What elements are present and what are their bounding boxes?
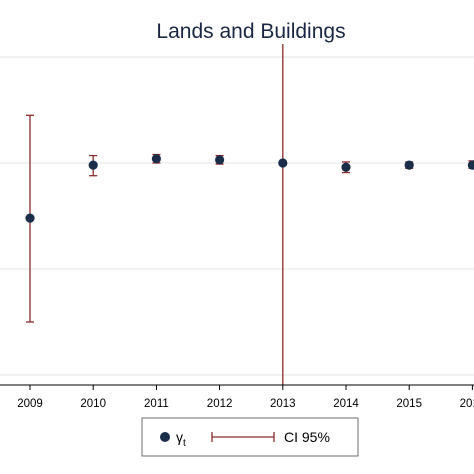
legend-marker: [160, 432, 170, 442]
x-tick-label-2013: 2013: [270, 398, 296, 410]
error-bars: [26, 114, 474, 323]
x-tick-label-2012: 2012: [207, 398, 233, 410]
x-tick-label-2010: 2010: [80, 398, 106, 410]
data-points: [25, 154, 474, 223]
grid: [0, 56, 474, 376]
x-ticks: 2009 2010 2011 2012 2013 2014 2015 2016: [17, 385, 474, 410]
legend-ci-symbol: [211, 432, 275, 442]
data-point-2010: [88, 160, 98, 170]
legend-ci-label: CI 95%: [284, 429, 330, 445]
data-point-2016: [467, 160, 474, 170]
legend-series-symbol: γ: [176, 429, 183, 445]
x-tick-label-2016: 2016: [460, 398, 474, 410]
data-point-2012: [215, 155, 225, 165]
data-point-2015: [404, 160, 414, 170]
x-tick-label-2009: 2009: [17, 398, 43, 410]
data-point-2013: [278, 158, 288, 168]
data-point-2014: [341, 162, 351, 172]
data-point-2011: [151, 154, 161, 164]
chart-title: Lands and Buildings: [156, 20, 345, 43]
legend: γt CI 95%: [141, 417, 359, 457]
x-tick-label-2011: 2011: [144, 398, 169, 410]
x-tick-label-2014: 2014: [333, 398, 359, 410]
x-tick-label-2015: 2015: [396, 398, 422, 410]
data-point-2009: [25, 213, 35, 223]
legend-series-subscript: t: [183, 438, 186, 449]
legend-series-label: γt: [176, 429, 186, 449]
